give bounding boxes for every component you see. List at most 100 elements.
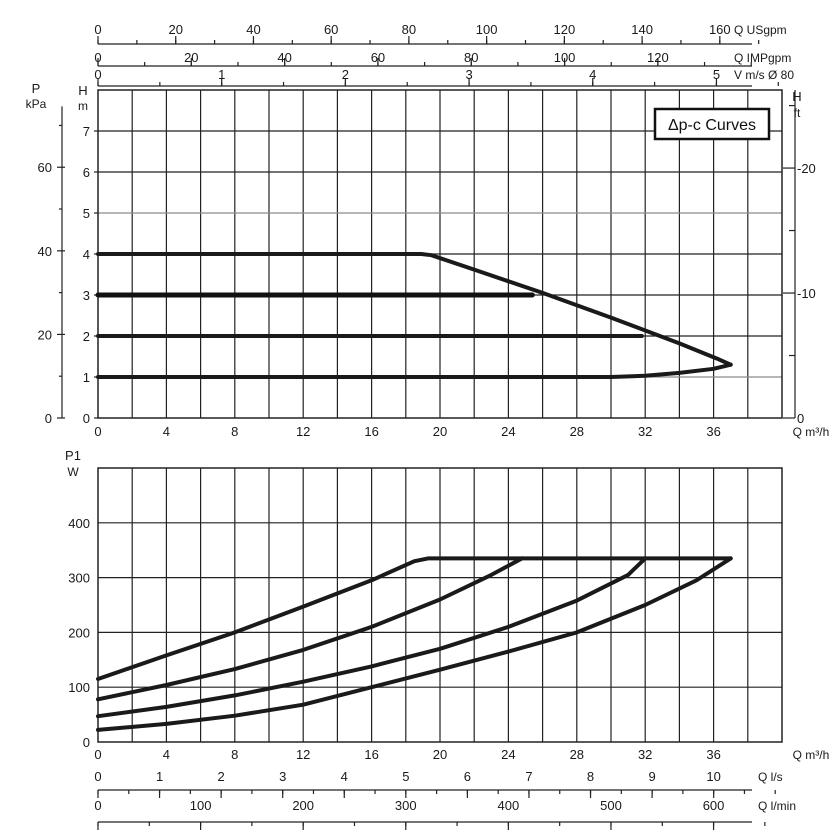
top-axis-tick-label: 1 [218,67,225,82]
flow-tick-label: 28 [570,424,584,439]
head-ft-unit-label: ft [794,106,801,120]
flow-tick-label: 0 [94,424,101,439]
head-m-tick-label: 4 [83,247,90,262]
top-axis-tick-label: 0 [94,67,101,82]
bottom-axis-tick-label: 400 [498,798,520,813]
bottom-axis-tick-label: 0 [94,798,101,813]
flow-tick-label: 0 [94,747,101,762]
top-axis-tick-label: 0 [94,22,101,37]
head-ft-tick-label: 0 [797,411,804,426]
flow-axis-label: Q m³/h [793,748,830,762]
pressure-axis-label: P [32,81,41,96]
head-m-tick-label: 3 [83,288,90,303]
flow-tick-label: 28 [570,747,584,762]
pressure-tick-label: 20 [38,327,52,342]
flow-tick-label: 16 [364,424,378,439]
power-unit-label: W [67,465,79,479]
top-axis-label: V m/s Ø 80 [734,68,794,82]
flow-tick-label: 4 [163,424,170,439]
head-m-tick-label: 6 [83,165,90,180]
top-axis-tick-label: 20 [184,50,198,65]
flow-tick-label: 24 [501,424,515,439]
flow-axis-label: Q m³/h [793,425,830,439]
bottom-axis-tick-label: 100 [190,798,212,813]
power-tick-label: 100 [68,680,90,695]
top-axis-tick-label: 60 [324,22,338,37]
top-axis-tick-label: 80 [464,50,478,65]
power-tick-label: 0 [83,735,90,750]
bottom-axis-tick-label: 6 [464,769,471,784]
top-axis-tick-label: 20 [168,22,182,37]
flow-tick-label: 16 [364,747,378,762]
power-curve-series-1 [96,556,733,681]
top-axis-tick-label: 40 [277,50,291,65]
flow-tick-label: 12 [296,424,310,439]
top-axis-tick-label: 40 [246,22,260,37]
top-axis-tick-label: 2 [342,67,349,82]
top-axis-tick-label: 120 [554,22,576,37]
bottom-axis-tick-label: 3 [279,769,286,784]
flow-tick-label: 32 [638,424,652,439]
flow-tick-label: 36 [706,424,720,439]
power-curve-series-2 [96,556,525,702]
head-m-tick-label: 5 [83,206,90,221]
flow-tick-label: 12 [296,747,310,762]
plot-frame-bottom [97,467,783,743]
top-axis-tick-label: 5 [713,67,720,82]
flow-tick-label: 32 [638,747,652,762]
top-axis-label: Q IMPgpm [734,51,791,65]
head-ft-tick-label: -10 [797,286,816,301]
flow-tick-label: 20 [433,747,447,762]
bottom-axis-tick-label: 0 [94,769,101,784]
pressure-tick-label: 40 [38,244,52,259]
head-ft-axis-label: H [792,89,801,104]
bottom-axis-tick-label: 4 [341,769,348,784]
power-curve-series-4 [96,556,733,732]
pressure-tick-label: 60 [38,160,52,175]
top-axis-tick-label: 120 [647,50,669,65]
head-curve-series-4 [96,362,733,379]
flow-tick-label: 8 [231,424,238,439]
bottom-axis-tick-label: 7 [525,769,532,784]
power-axis-label: P1 [65,448,81,463]
power-curve-series-3 [96,556,648,719]
curve-type-badge [653,107,771,141]
bottom-axis-tick-label: 600 [703,798,725,813]
top-axis-tick-label: 60 [371,50,385,65]
bottom-axis-tick-label: 8 [587,769,594,784]
head-ft-tick-label: -20 [797,161,816,176]
top-axis-tick-label: 0 [94,50,101,65]
top-axis-tick-label: 3 [465,67,472,82]
bottom-axis-tick-label: 200 [292,798,314,813]
head-m-tick-label: 1 [83,370,90,385]
bottom-axis-label: Q l/min [758,799,796,813]
top-axis-tick-label: 100 [554,50,576,65]
bottom-axis-tick-label: 9 [648,769,655,784]
bottom-axis-tick-label: 500 [600,798,622,813]
curve-type-badge-text: Δp-c Curves [668,117,756,134]
head-m-unit-label: m [78,99,88,113]
top-axis-tick-label: 160 [709,22,731,37]
flow-tick-label: 8 [231,747,238,762]
head-m-tick-label: 0 [83,411,90,426]
head-m-axis-label: H [78,83,87,98]
bottom-axis-tick-label: 10 [706,769,720,784]
bottom-axis-tick-label: 2 [218,769,225,784]
head-m-tick-label: 7 [83,124,90,139]
bottom-axis-label: Q l/s [758,770,783,784]
bottom-axis-tick-label: 1 [156,769,163,784]
top-axis-tick-label: 80 [402,22,416,37]
pressure-tick-label: 0 [45,411,52,426]
bottom-axis-tick-label: 5 [402,769,409,784]
head-curve-series-1 [96,252,733,367]
flow-tick-label: 36 [706,747,720,762]
flow-tick-label: 4 [163,747,170,762]
power-tick-label: 200 [68,625,90,640]
top-axis-tick-label: 140 [631,22,653,37]
flow-tick-label: 24 [501,747,515,762]
head-m-tick-label: 2 [83,329,90,344]
bottom-axis-tick-label: 300 [395,798,417,813]
power-tick-label: 400 [68,516,90,531]
